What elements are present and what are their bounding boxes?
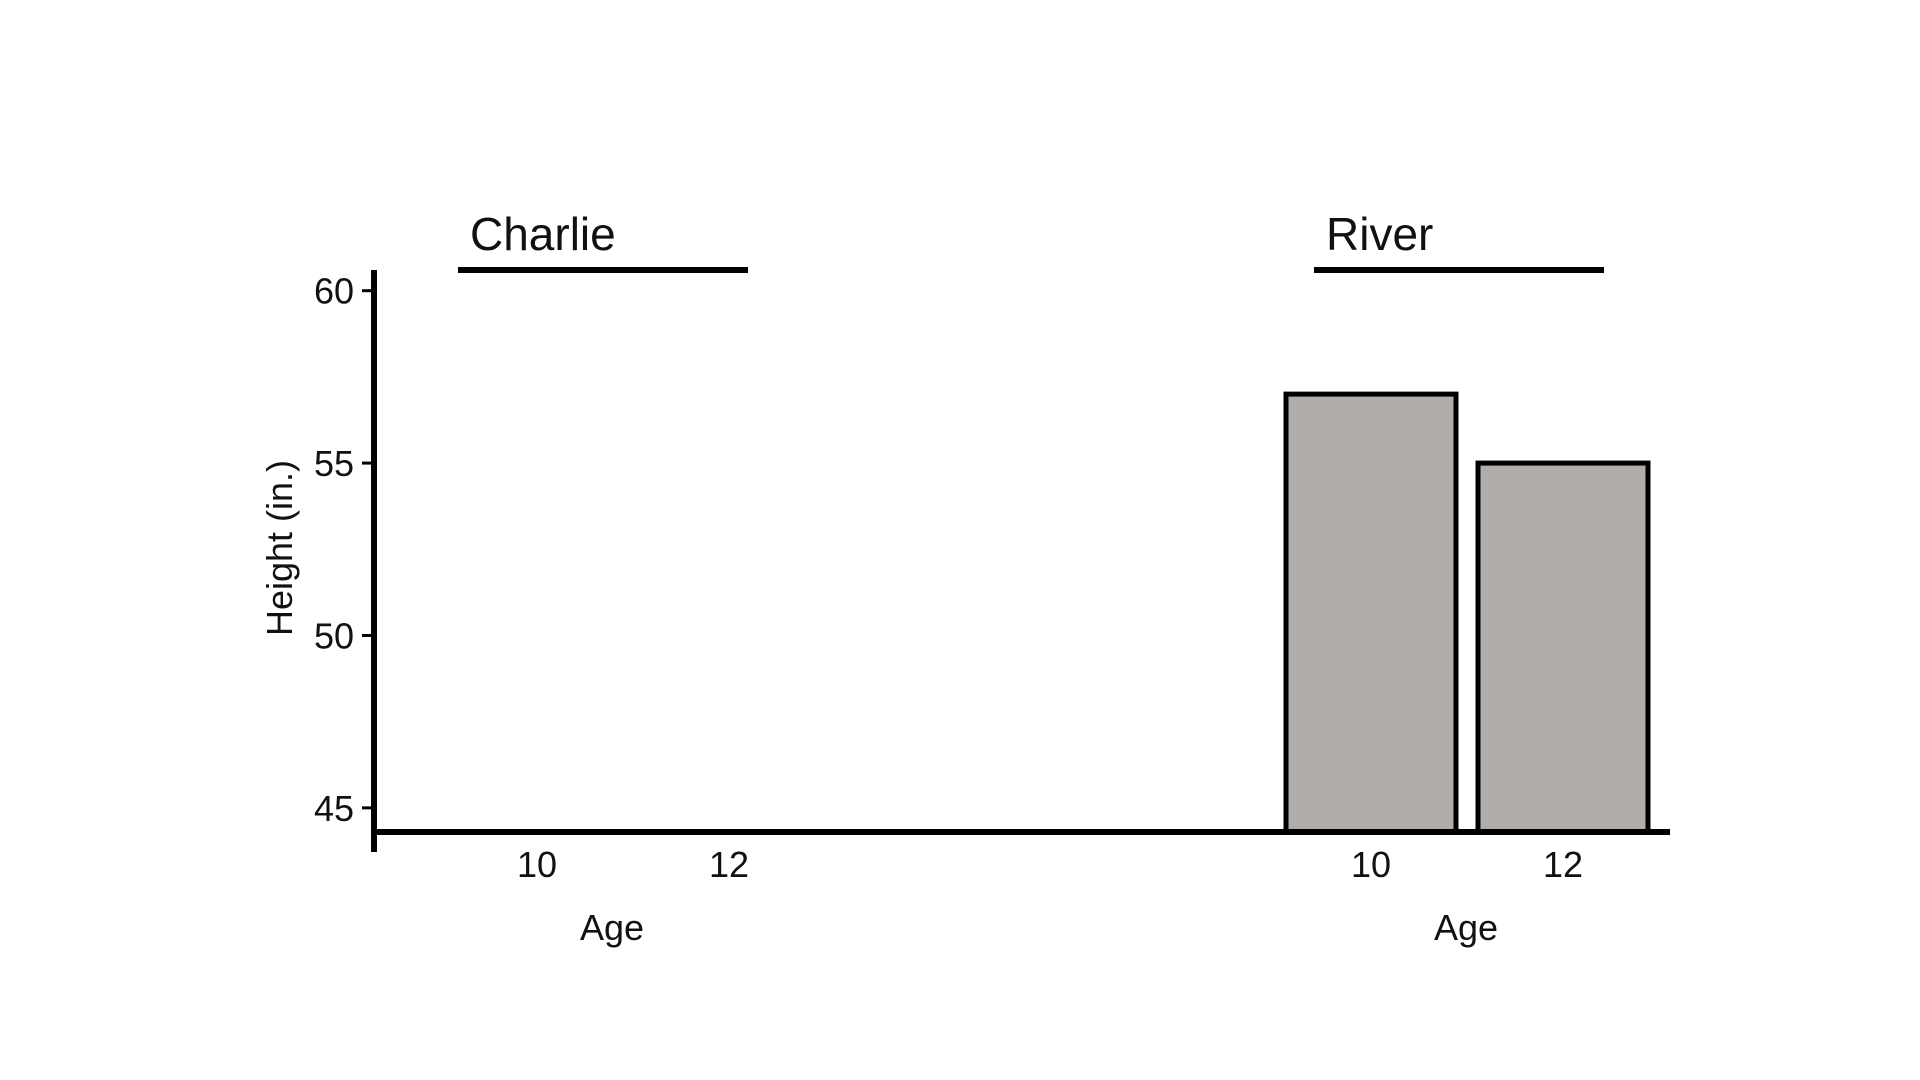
x-axis-title: Age	[1434, 907, 1498, 948]
y-axis-title: Height (in.)	[259, 460, 300, 636]
group-labels: Charlie River	[458, 208, 1604, 273]
bars	[1283, 391, 1651, 835]
bar	[1283, 391, 1459, 835]
y-tick-label: 45	[314, 788, 354, 829]
x-ticks: 10 12 10 12	[517, 844, 1583, 885]
x-tick-label: 10	[1351, 844, 1391, 885]
x-tick-label: 12	[709, 844, 749, 885]
group-label: River	[1326, 208, 1433, 260]
y-tick-label: 60	[314, 271, 354, 312]
group-label: Charlie	[470, 208, 616, 260]
x-tick-label: 10	[517, 844, 557, 885]
y-tick-label: 55	[314, 443, 354, 484]
y-ticks: 45 50 55 60	[314, 271, 374, 829]
x-axis-title: Age	[580, 907, 644, 948]
bar	[1475, 460, 1651, 835]
axes	[371, 270, 1670, 852]
x-tick-label: 12	[1543, 844, 1583, 885]
x-axis-titles: Age Age	[580, 907, 1498, 948]
y-tick-label: 50	[314, 615, 354, 656]
